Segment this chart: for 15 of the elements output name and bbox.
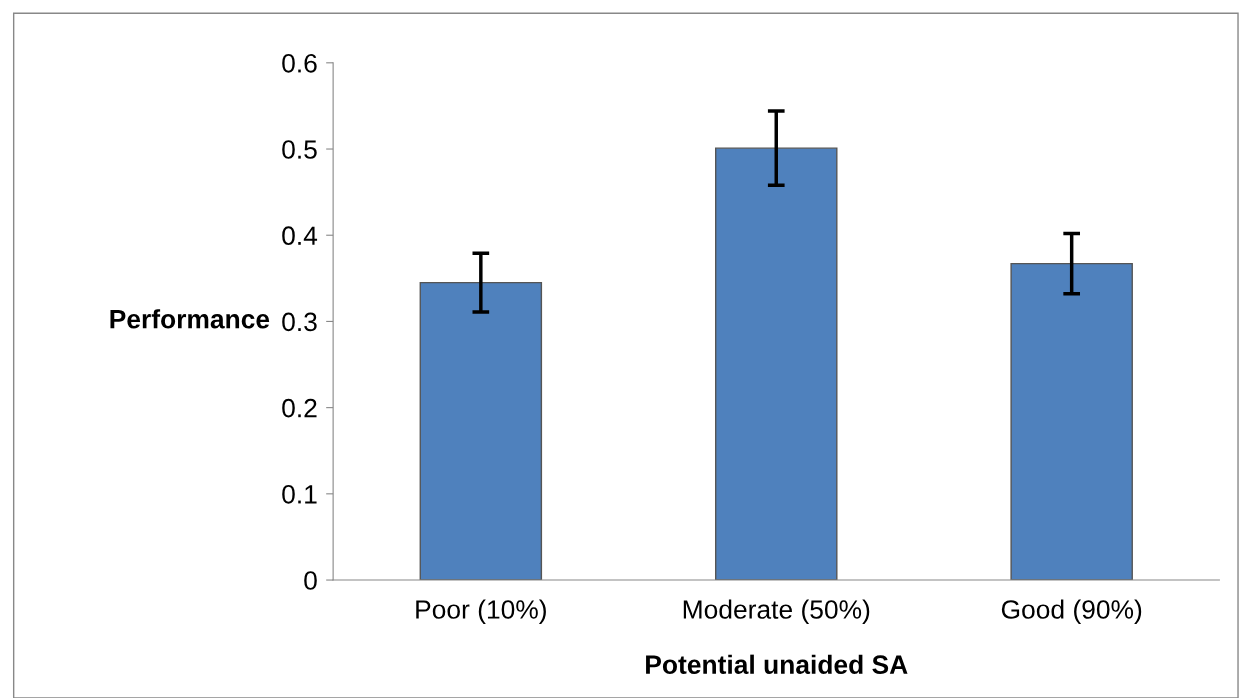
y-tick-label: 0 <box>304 571 317 590</box>
y-tick-label: 0.3 <box>282 312 317 332</box>
bar <box>714 147 838 581</box>
x-axis-title: Potential unaided SA <box>646 654 908 675</box>
y-axis-title: Performance <box>110 309 270 329</box>
x-tick-label: Moderate (50%) <box>683 599 870 625</box>
y-tick-label: 0.4 <box>282 226 318 246</box>
x-tick-label: Good (90%) <box>1001 599 1142 625</box>
y-tick-label: 0.1 <box>282 484 317 504</box>
y-tick-label: 0.5 <box>282 140 317 159</box>
bar <box>1010 262 1133 581</box>
y-tick-label: 0.2 <box>282 398 317 418</box>
x-tick-label: Poor (10%) <box>416 599 546 625</box>
bar <box>419 281 543 581</box>
y-tick-label: 0.6 <box>282 53 317 73</box>
